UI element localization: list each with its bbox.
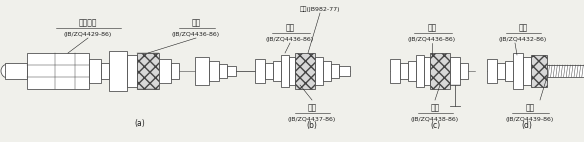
Text: 螺母: 螺母 [519, 23, 527, 32]
Text: 膠管接頭: 膠管接頭 [79, 18, 98, 27]
Bar [339, 66, 350, 76]
Text: (JB/ZQ4432-86): (JB/ZQ4432-86) [499, 37, 547, 42]
Bar [209, 61, 219, 81]
Bar [460, 63, 468, 79]
Bar [323, 61, 331, 81]
Bar [227, 66, 236, 76]
Bar [513, 53, 523, 89]
Bar [315, 57, 323, 85]
Bar [424, 57, 430, 85]
Text: (JB/ZQ4436-86): (JB/ZQ4436-86) [266, 37, 314, 42]
Bar [89, 59, 101, 83]
Bar [109, 51, 127, 91]
Bar [273, 61, 281, 81]
Text: (d): (d) [522, 121, 533, 130]
Bar [547, 65, 584, 77]
Text: (JB/ZQ4438-86): (JB/ZQ4438-86) [411, 117, 459, 122]
Bar [523, 57, 531, 85]
Bar [159, 59, 171, 83]
Bar [5, 63, 27, 79]
Bar [531, 55, 547, 87]
Bar [390, 59, 400, 83]
Text: 接頭: 接頭 [307, 103, 317, 112]
Text: 墊圈: 墊圈 [427, 23, 437, 32]
Bar [137, 53, 159, 89]
Bar [195, 57, 209, 85]
Text: (JB/ZQ4436-86): (JB/ZQ4436-86) [172, 32, 220, 37]
Text: (b): (b) [307, 121, 318, 130]
Bar [27, 53, 89, 89]
Bar [416, 55, 424, 87]
Text: (a): (a) [135, 119, 145, 128]
Bar [101, 63, 109, 79]
Bar [505, 61, 513, 81]
Bar [295, 53, 315, 89]
Text: 接管: 接管 [526, 103, 534, 112]
Bar [289, 57, 295, 85]
Bar [127, 55, 137, 87]
Bar [255, 59, 265, 83]
Bar [219, 64, 227, 78]
Bar [400, 63, 408, 79]
Circle shape [1, 64, 15, 78]
Text: (JB/ZQ4437-86): (JB/ZQ4437-86) [288, 117, 336, 122]
Text: (JB/ZQ4436-86): (JB/ZQ4436-86) [408, 37, 456, 42]
Bar [497, 63, 505, 79]
Bar [265, 63, 273, 79]
Bar [487, 59, 497, 83]
Bar [430, 53, 450, 89]
Text: (JB/ZQ4439-86): (JB/ZQ4439-86) [506, 117, 554, 122]
Text: 墊圈: 墊圈 [192, 18, 201, 27]
Text: 墊圈: 墊圈 [286, 23, 294, 32]
Bar [450, 57, 460, 85]
Bar [331, 64, 339, 78]
Bar [171, 63, 179, 79]
Text: 墊圈(JB982-77): 墊圈(JB982-77) [300, 6, 340, 12]
Bar [281, 55, 289, 87]
Text: (JB/ZQ4429-86): (JB/ZQ4429-86) [64, 32, 112, 37]
Bar [408, 61, 416, 81]
Text: 螺母: 螺母 [430, 103, 440, 112]
Text: (c): (c) [430, 121, 440, 130]
